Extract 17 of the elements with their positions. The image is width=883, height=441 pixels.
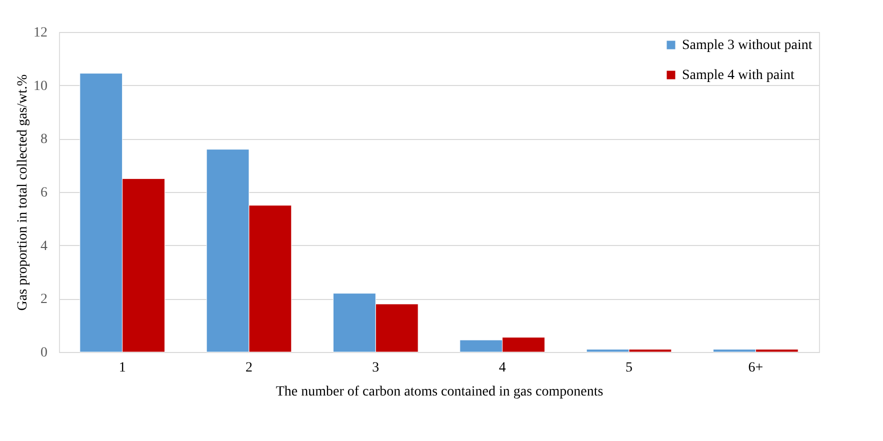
y-tick-label: 10 bbox=[34, 78, 48, 94]
legend-label: Sample 3 without paint bbox=[682, 38, 812, 53]
y-tick-label: 4 bbox=[40, 238, 48, 254]
y-tick-label: 6 bbox=[40, 186, 48, 200]
y-axis-title: Gas proportion in total collected gas/wt.% bbox=[16, 74, 30, 311]
x-tick-label: 6+ bbox=[748, 360, 764, 376]
x-tick-label: 4 bbox=[498, 360, 506, 376]
x-tick-label: 3 bbox=[372, 360, 380, 376]
x-tick-label: 2 bbox=[246, 360, 252, 376]
x-axis-title: The number of carbon atoms contained in gas components bbox=[276, 384, 604, 400]
legend-label: Sample 4 with paint bbox=[682, 68, 794, 83]
y-tick-label: 8 bbox=[40, 132, 48, 148]
y-tick-label: 0 bbox=[40, 346, 48, 360]
x-tick-label: 1 bbox=[118, 360, 126, 376]
y-tick-label: 12 bbox=[34, 26, 48, 40]
x-tick-label: 5 bbox=[626, 360, 632, 376]
y-tick-label: 2 bbox=[40, 292, 48, 308]
